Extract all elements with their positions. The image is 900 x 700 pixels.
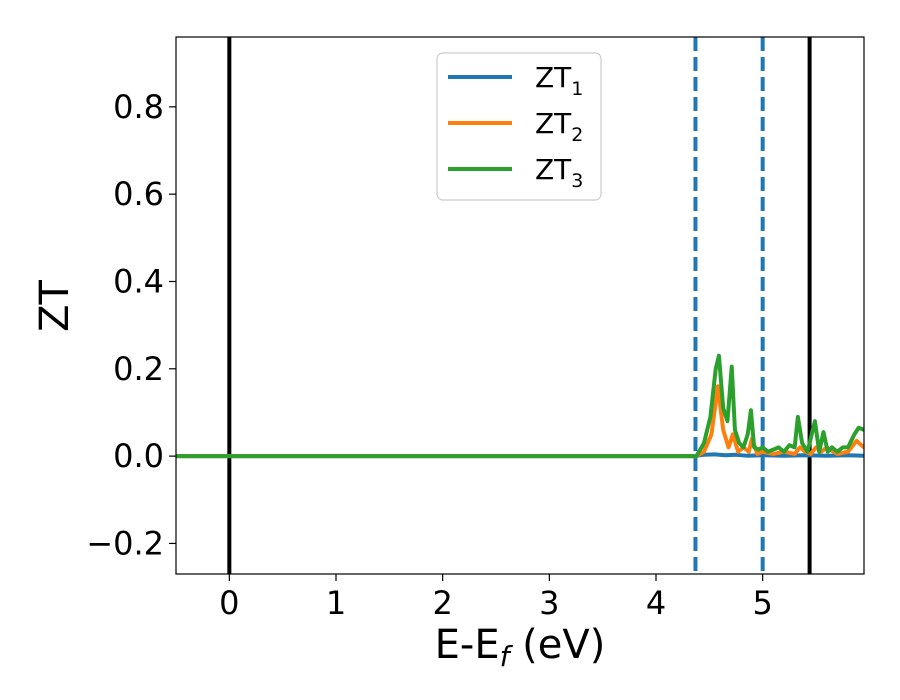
legend-label-zt2: ZT2	[535, 107, 583, 146]
x-axis-ticks: 0 1 2 3 4 5	[219, 574, 773, 622]
y-tick-label: −0.2	[86, 524, 164, 562]
x-tick-label: 4	[646, 584, 666, 622]
legend-box	[436, 52, 602, 201]
legend: ZT1 ZT2 ZT3	[436, 52, 602, 201]
legend-label-zt1: ZT1	[535, 61, 583, 100]
x-axis-label: E-Ef (eV)	[435, 622, 606, 673]
y-axis-label: ZT	[32, 280, 78, 332]
y-axis-ticks: −0.2 0.0 0.2 0.4 0.6 0.8	[86, 88, 176, 562]
y-tick-label: 0.6	[113, 175, 164, 213]
series-line-zt1	[176, 452, 864, 459]
x-tick-label: 1	[326, 584, 346, 622]
series-lines	[176, 353, 864, 459]
y-tick-label: 0.4	[113, 262, 164, 300]
plot-frame	[175, 36, 865, 575]
y-tick-label: 0.8	[113, 88, 164, 126]
x-tick-label: 2	[432, 584, 452, 622]
legend-label-zt3: ZT3	[535, 153, 583, 192]
y-tick-label: 0.2	[113, 350, 164, 388]
x-tick-label: 5	[752, 584, 772, 622]
series-line-zt2	[176, 384, 864, 459]
x-tick-label: 3	[539, 584, 559, 622]
reference-lines	[227, 37, 812, 574]
y-tick-label: 0.0	[113, 437, 164, 475]
x-tick-label: 0	[219, 584, 239, 622]
series-line-zt3	[176, 353, 864, 459]
